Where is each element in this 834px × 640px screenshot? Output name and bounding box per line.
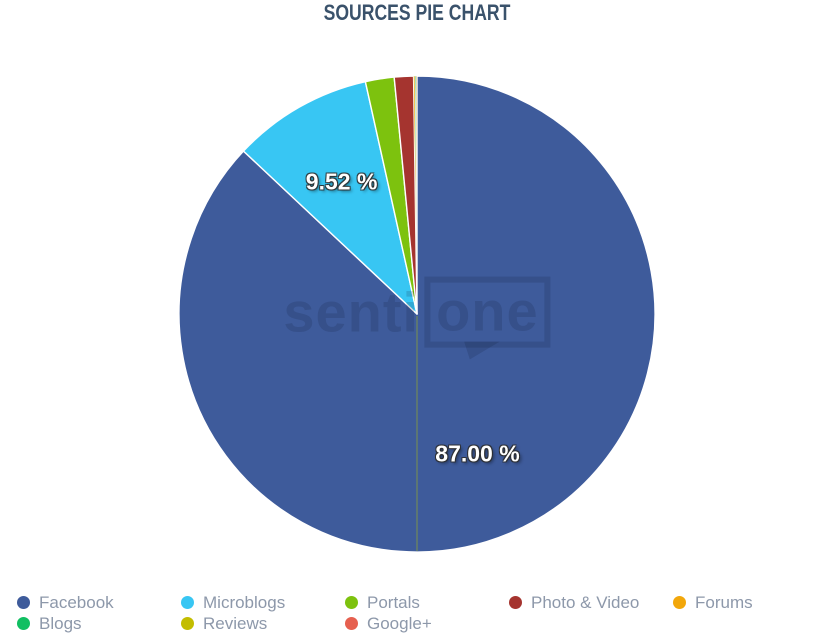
legend-item-portals[interactable]: Portals <box>345 592 509 613</box>
pie-slice-microblogs[interactable] <box>242 80 418 315</box>
legend-swatch-icon <box>345 617 358 630</box>
legend-label: Blogs <box>39 614 82 633</box>
legend-label: Forums <box>695 593 753 612</box>
legend-item-forums[interactable]: Forums <box>673 592 834 613</box>
legend-swatch-icon <box>181 617 194 630</box>
legend-label: Photo & Video <box>531 593 640 612</box>
legend-swatch-icon <box>17 596 30 609</box>
legend: Facebook Microblogs Portals Photo & Vide… <box>17 592 834 634</box>
legend-item-blogs[interactable]: Blogs <box>17 613 181 634</box>
legend-swatch-icon <box>509 596 522 609</box>
legend-label: Reviews <box>203 614 268 633</box>
legend-swatch-icon <box>345 596 358 609</box>
pie-slice-facebook[interactable] <box>178 75 656 553</box>
legend-label: Facebook <box>39 593 114 612</box>
legend-swatch-icon <box>17 617 30 630</box>
legend-item-facebook[interactable]: Facebook <box>17 592 181 613</box>
legend-swatch-icon <box>181 596 194 609</box>
legend-item-photo-video[interactable]: Photo & Video <box>509 592 673 613</box>
legend-swatch-icon <box>673 596 686 609</box>
legend-label: Portals <box>367 593 420 612</box>
legend-item-google-plus[interactable]: Google+ <box>345 613 509 634</box>
legend-label: Google+ <box>367 614 432 633</box>
pie-chart: 87.00 %9.52 % senti one <box>178 75 656 553</box>
legend-item-reviews[interactable]: Reviews <box>181 613 345 634</box>
pie-svg <box>178 75 656 553</box>
legend-item-microblogs[interactable]: Microblogs <box>181 592 345 613</box>
legend-label: Microblogs <box>203 593 286 612</box>
page-title: SOURCES PIE CHART <box>323 0 511 25</box>
